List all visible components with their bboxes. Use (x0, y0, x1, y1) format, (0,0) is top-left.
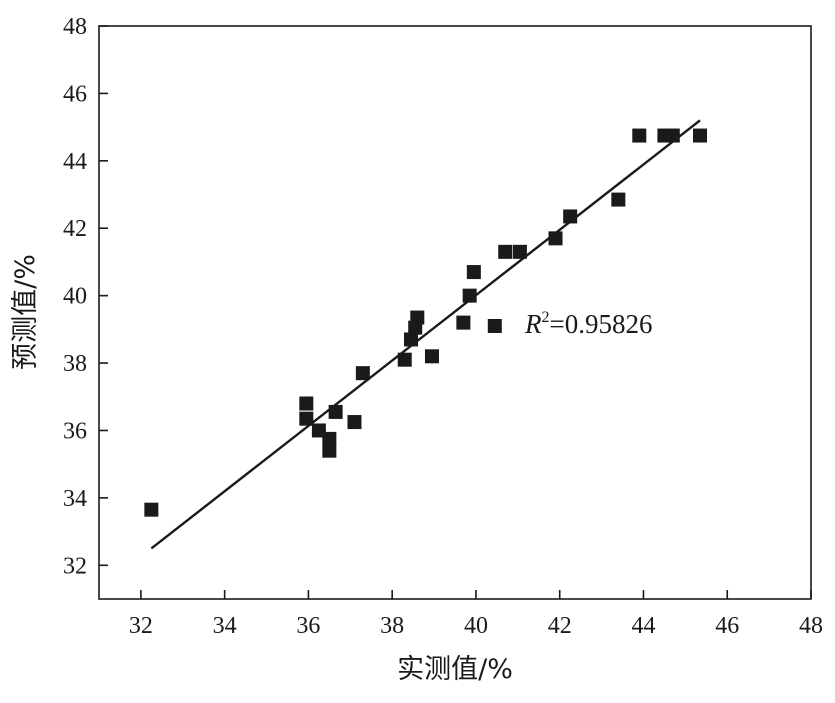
axis-ticks: 32 34 36 38 40 42 44 46 48 32 34 36 38 40 42 44 46 48 (63, 14, 823, 639)
data-point (299, 396, 314, 411)
data-point (355, 366, 370, 381)
data-point (466, 265, 481, 280)
data-point (322, 443, 337, 458)
y-tick-label: 32 (63, 553, 87, 579)
data-point (322, 431, 337, 446)
r-value: =0.95826 (550, 309, 653, 339)
data-point (397, 352, 412, 367)
y-tick-label: 46 (63, 81, 87, 107)
x-tick-label: 36 (296, 613, 320, 639)
data-point (611, 192, 626, 207)
x-tick-label: 40 (464, 613, 488, 639)
y-tick-label: 34 (63, 486, 87, 512)
r-exponent: 2 (542, 309, 550, 326)
data-point (632, 128, 647, 143)
data-point (144, 502, 159, 517)
data-point (498, 244, 513, 259)
data-point (563, 209, 578, 224)
data-point (693, 128, 708, 143)
x-tick-label: 42 (548, 613, 572, 639)
y-axis-title: 预测值/% (10, 254, 41, 370)
y-tick-label: 44 (63, 149, 87, 175)
data-point (299, 411, 314, 426)
y-tick-label: 40 (63, 284, 87, 310)
data-point (548, 231, 563, 246)
x-tick-label: 44 (631, 613, 655, 639)
x-tick-label: 34 (213, 613, 237, 639)
data-point (424, 349, 439, 364)
x-tick-label: 46 (715, 613, 739, 639)
y-tick-label: 38 (63, 351, 87, 377)
data-point (404, 332, 419, 347)
fit-line (150, 119, 701, 550)
data-point (328, 404, 343, 419)
y-tick-label: 48 (63, 14, 87, 40)
data-point (410, 310, 425, 325)
data-point (665, 128, 680, 143)
data-point (487, 318, 502, 333)
data-point (462, 288, 477, 303)
r-symbol: R (524, 309, 542, 339)
x-tick-label: 48 (799, 613, 823, 639)
x-tick-label: 38 (380, 613, 404, 639)
x-tick-label: 32 (129, 613, 153, 639)
r-squared-annotation: R2=0.95826 (524, 309, 652, 339)
y-tick-label: 36 (63, 418, 87, 444)
data-points (144, 128, 708, 517)
data-point (456, 315, 471, 330)
data-point (347, 415, 362, 430)
data-point (512, 244, 527, 259)
x-axis-title: 实测值/% (397, 654, 513, 685)
plot-frame (98, 25, 812, 600)
y-tick-label: 42 (63, 216, 87, 242)
